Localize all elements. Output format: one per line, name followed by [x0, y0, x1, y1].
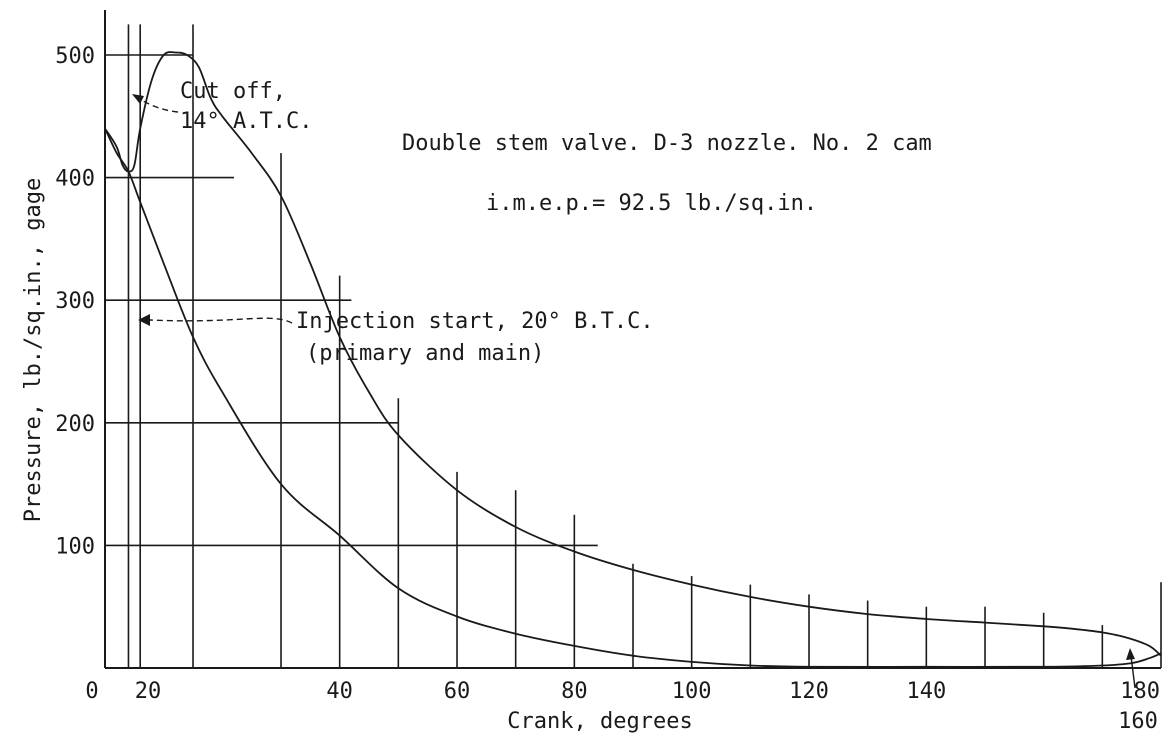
data-curves — [104, 51, 1162, 668]
x-tick-label-20: 20 — [135, 679, 162, 704]
y-tick-labels: 100 200 300 400 500 — [55, 44, 95, 559]
x-tick-label-140: 140 — [906, 679, 946, 704]
y-tick-label-300: 300 — [55, 289, 95, 314]
series-line-0 — [104, 51, 1162, 657]
annotation-injection-line2: (primary and main) — [306, 341, 544, 366]
annotation-injection-line1: Injection start, 20° B.T.C. — [296, 309, 654, 334]
x-tick-label-160: 160 — [1118, 709, 1158, 734]
annotation-cutoff-line2: 14° A.T.C. — [180, 109, 312, 134]
annotations: Cut off, 14° A.T.C. Double stem valve. D… — [132, 79, 1136, 689]
y-tick-label-200: 200 — [55, 412, 95, 437]
x160-arrow-shaft — [1130, 655, 1136, 689]
annotation-title: Double stem valve. D-3 nozzle. No. 2 cam — [402, 131, 932, 156]
injection-arrow — [149, 317, 293, 324]
x-tick-label-100: 100 — [672, 679, 712, 704]
x-tick-label-60: 60 — [444, 679, 471, 704]
x-tick-labels: 0 20 40 60 80 100 120 140 160 180 — [85, 679, 1160, 734]
cutoff-arrowhead — [132, 94, 144, 104]
grid-lines — [105, 24, 1162, 668]
y-tick-label-100: 100 — [55, 534, 95, 559]
cutoff-arrow — [137, 97, 179, 113]
annotation-imep: i.m.e.p.= 92.5 lb./sq.in. — [486, 191, 817, 216]
x-tick-label-40: 40 — [326, 679, 353, 704]
y-axis-label: Pressure, lb./sq.in., gage — [21, 178, 46, 522]
y-tick-label-400: 400 — [55, 167, 95, 192]
x-axis-label: Crank, degrees — [507, 709, 692, 734]
x-tick-label-80: 80 — [561, 679, 588, 704]
x-tick-label-0: 0 — [85, 679, 98, 704]
x160-arrowhead — [1126, 648, 1135, 660]
series-line-1 — [104, 128, 1162, 668]
y-tick-label-500: 500 — [55, 44, 95, 69]
x-tick-label-180: 180 — [1120, 679, 1160, 704]
annotation-cutoff-line1: Cut off, — [180, 79, 286, 104]
x-tick-label-120: 120 — [789, 679, 829, 704]
injection-arrowhead — [138, 314, 150, 326]
